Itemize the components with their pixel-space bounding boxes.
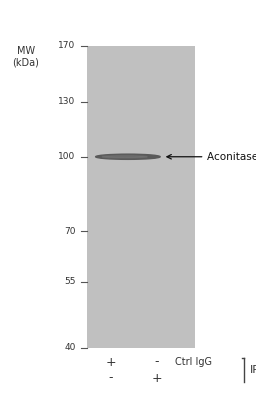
- Text: 70: 70: [64, 227, 76, 236]
- Text: 40: 40: [64, 344, 76, 352]
- Text: Aconitase 2: Aconitase 2: [167, 152, 256, 162]
- Text: -: -: [109, 372, 113, 384]
- Text: -: -: [155, 356, 159, 368]
- Text: 170: 170: [58, 42, 76, 50]
- Text: 55: 55: [64, 277, 76, 286]
- Text: +: +: [152, 372, 162, 384]
- Text: +: +: [105, 356, 116, 368]
- Text: IP: IP: [250, 365, 256, 375]
- Ellipse shape: [102, 156, 147, 158]
- Text: MW
(kDa): MW (kDa): [12, 46, 39, 68]
- Ellipse shape: [96, 154, 160, 159]
- Text: 100: 100: [58, 152, 76, 161]
- Text: 130: 130: [58, 98, 76, 106]
- Bar: [87, 46, 195, 348]
- Text: Ctrl IgG: Ctrl IgG: [175, 357, 212, 367]
